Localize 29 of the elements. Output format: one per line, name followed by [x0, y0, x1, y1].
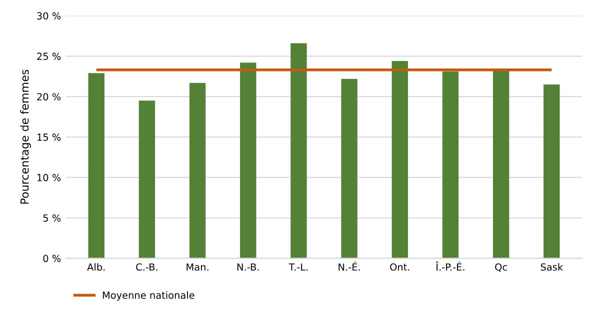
- x-tick-label: Sask: [540, 263, 564, 271]
- x-tick-label: C.-B.: [136, 263, 158, 271]
- x-tick-label: Ont.: [390, 263, 410, 271]
- x-tick-label: Î.-P.-É.: [436, 262, 464, 271]
- y-tick-label: 15 %: [38, 134, 61, 141]
- y-tick-label: 30 %: [37, 12, 61, 20]
- bar: [392, 61, 408, 258]
- bar: [189, 82, 206, 258]
- bar: [341, 78, 358, 258]
- y-tick-label: 10 %: [38, 174, 61, 182]
- bar: [290, 43, 307, 258]
- bar: [544, 84, 560, 258]
- x-tick-label: Qc: [495, 263, 507, 272]
- legend-label: Moyenne nationale: [102, 291, 194, 301]
- x-tick-label: Man.: [186, 263, 208, 271]
- y-tick-label: 25 %: [37, 52, 61, 60]
- x-tick-label: N.-É.: [338, 262, 360, 271]
- bar: [88, 73, 104, 258]
- x-tick-label: N.-B.: [237, 263, 259, 271]
- x-tick-label: T.-L.: [288, 263, 308, 271]
- x-tick-label: Alb.: [87, 263, 105, 271]
- bar: [138, 100, 156, 258]
- y-axis-title: Pourcentage de femmes: [20, 70, 31, 204]
- bar: [442, 72, 459, 258]
- bar: [240, 62, 256, 258]
- bar: [492, 70, 510, 258]
- y-tick-label: 0 %: [43, 254, 61, 262]
- y-tick-label: 20 %: [37, 93, 61, 100]
- y-tick-label: 5 %: [43, 214, 61, 222]
